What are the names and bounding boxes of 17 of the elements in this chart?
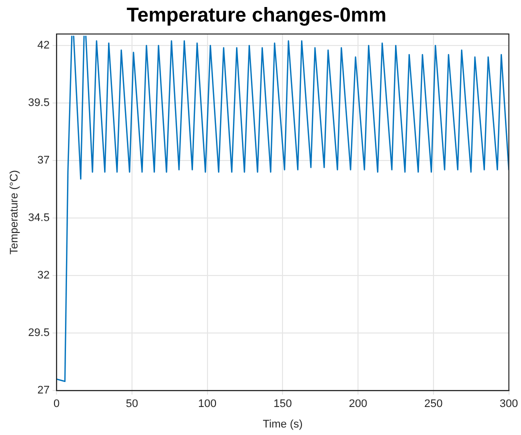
x-tick-label: 250 [424, 398, 443, 410]
y-tick-label: 32 [37, 270, 50, 282]
y-tick-label: 27 [37, 384, 50, 397]
x-axis-title: Time (s) [262, 418, 303, 430]
x-tick-label: 50 [126, 398, 138, 410]
x-tick-label: 300 [500, 398, 518, 410]
y-tick-label: 34.5 [28, 212, 50, 224]
y-axis-title: Temperature (°C) [8, 170, 21, 255]
x-tick-label: 0 [54, 398, 60, 410]
x-tick-label: 150 [274, 398, 292, 410]
chart-title: Temperature changes-0mm [126, 4, 386, 27]
y-tick-label: 37 [37, 154, 50, 167]
x-tick-label: 100 [198, 398, 217, 410]
x-tick-label: 200 [348, 398, 368, 410]
y-tick-label: 39.5 [28, 97, 50, 110]
y-tick-label: 42 [37, 40, 50, 52]
y-tick-label: 29.5 [28, 327, 50, 340]
